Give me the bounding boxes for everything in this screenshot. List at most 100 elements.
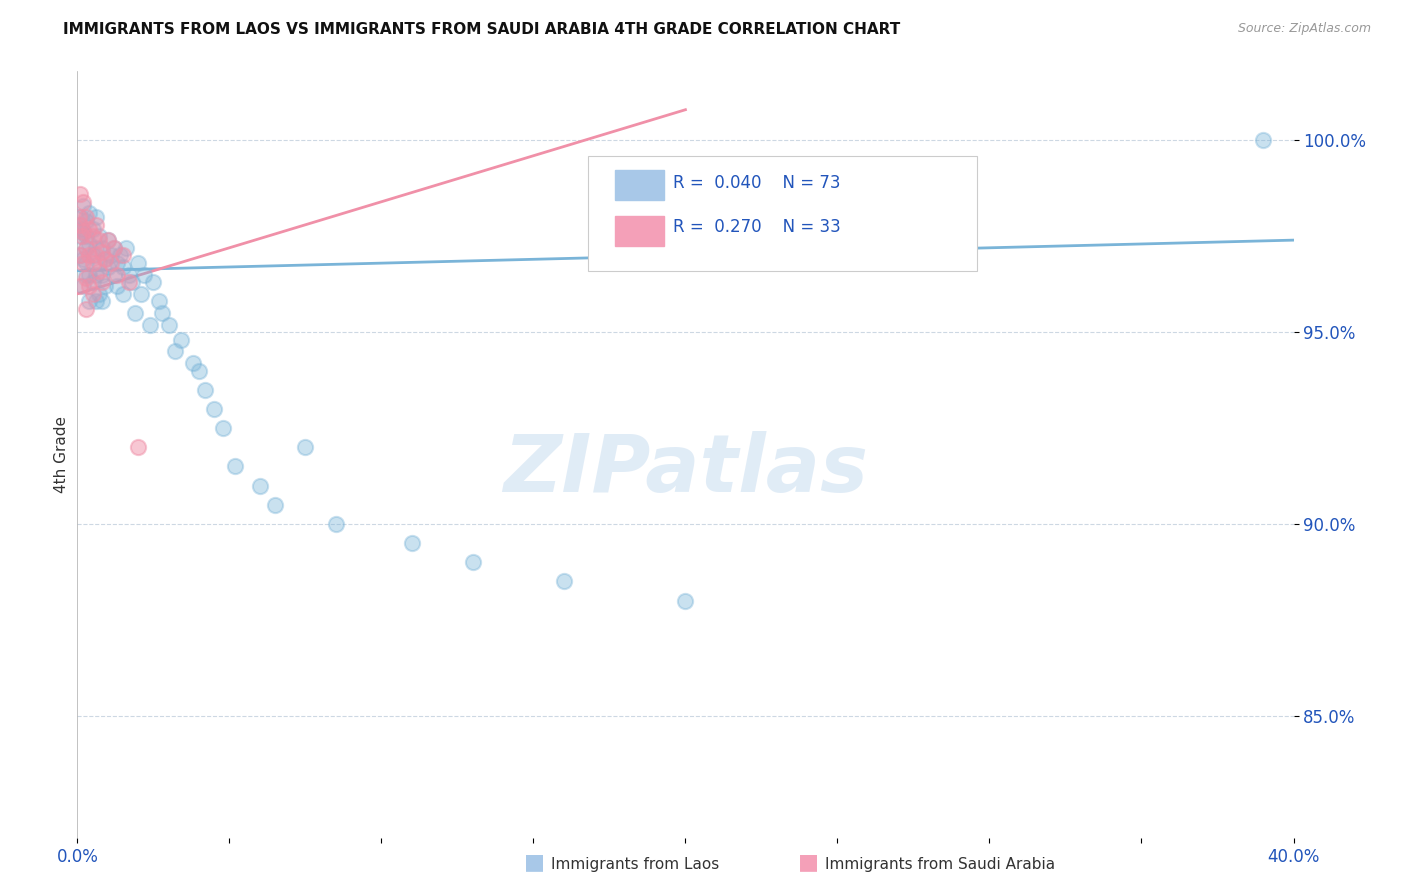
Point [84, 248, 107, 262]
Point [75, 256, 97, 270]
Point [82, 229, 104, 244]
Point [553, 574, 575, 589]
Point [75, 210, 97, 224]
Point [84, 218, 107, 232]
Point [294, 440, 316, 454]
Text: ■: ■ [799, 853, 818, 872]
Point [103, 241, 125, 255]
Point [212, 421, 235, 435]
Point [87, 233, 110, 247]
Point [79, 236, 101, 252]
Point [152, 306, 174, 320]
Point [134, 268, 156, 282]
Point [69, 248, 91, 262]
Point [75, 271, 97, 285]
Point [82, 256, 104, 270]
Point [325, 516, 347, 531]
Text: R =  0.040    N = 73: R = 0.040 N = 73 [673, 174, 841, 192]
Point [82, 275, 104, 289]
Point [79, 206, 101, 220]
Point [87, 256, 110, 270]
Point [87, 264, 110, 278]
Point [84, 294, 107, 309]
Point [142, 275, 165, 289]
Point [70, 221, 93, 235]
Point [84, 268, 107, 282]
Point [87, 286, 110, 301]
Point [115, 241, 138, 255]
Point [264, 498, 287, 512]
Point [93, 252, 115, 267]
Point [121, 275, 143, 289]
Point [93, 252, 115, 267]
Point [111, 260, 134, 274]
Point [72, 194, 94, 209]
Point [72, 198, 94, 212]
Point [72, 226, 94, 240]
Point [67, 218, 90, 232]
Point [84, 241, 107, 255]
Point [97, 233, 120, 247]
Point [103, 241, 125, 255]
Point [90, 244, 112, 259]
Point [202, 401, 225, 416]
Point [111, 286, 134, 301]
Point [90, 294, 112, 309]
Point [69, 248, 91, 262]
Point [100, 256, 122, 270]
Point [75, 268, 97, 282]
Point [82, 248, 104, 262]
Point [75, 241, 97, 255]
Text: ZIPatlas: ZIPatlas [503, 431, 868, 509]
Point [188, 363, 211, 377]
Point [1251, 133, 1274, 147]
Point [108, 248, 131, 262]
Point [97, 233, 120, 247]
FancyBboxPatch shape [614, 169, 664, 200]
Point [75, 241, 97, 255]
Point [97, 260, 120, 274]
Point [129, 286, 152, 301]
Point [90, 275, 112, 289]
Point [79, 279, 101, 293]
Point [100, 248, 122, 262]
Point [72, 252, 94, 267]
Text: R =  0.270    N = 33: R = 0.270 N = 33 [673, 218, 841, 236]
Text: Immigrants from Laos: Immigrants from Laos [551, 857, 720, 872]
Point [675, 593, 697, 607]
Point [72, 279, 94, 293]
Point [75, 214, 97, 228]
Point [111, 248, 134, 262]
Point [90, 241, 112, 255]
Point [84, 210, 107, 224]
Point [69, 210, 91, 224]
Point [69, 218, 91, 232]
Point [75, 302, 97, 317]
Point [127, 256, 149, 270]
FancyBboxPatch shape [588, 156, 977, 271]
Point [79, 221, 101, 235]
Point [118, 275, 141, 289]
Point [70, 229, 93, 244]
Point [181, 356, 204, 370]
Point [170, 333, 193, 347]
Point [139, 318, 162, 332]
Point [82, 286, 104, 301]
Point [194, 383, 217, 397]
Text: Immigrants from Saudi Arabia: Immigrants from Saudi Arabia [825, 857, 1056, 872]
Point [82, 221, 104, 235]
Point [69, 229, 91, 244]
Point [163, 344, 186, 359]
Point [118, 268, 141, 282]
Point [79, 268, 101, 282]
Point [124, 306, 146, 320]
Point [157, 318, 180, 332]
Point [103, 268, 125, 282]
Point [249, 478, 271, 492]
Text: Source: ZipAtlas.com: Source: ZipAtlas.com [1237, 22, 1371, 36]
Point [93, 279, 115, 293]
Point [79, 248, 101, 262]
Text: IMMIGRANTS FROM LAOS VS IMMIGRANTS FROM SAUDI ARABIA 4TH GRADE CORRELATION CHART: IMMIGRANTS FROM LAOS VS IMMIGRANTS FROM … [63, 22, 900, 37]
Point [72, 256, 94, 270]
Point [69, 279, 91, 293]
